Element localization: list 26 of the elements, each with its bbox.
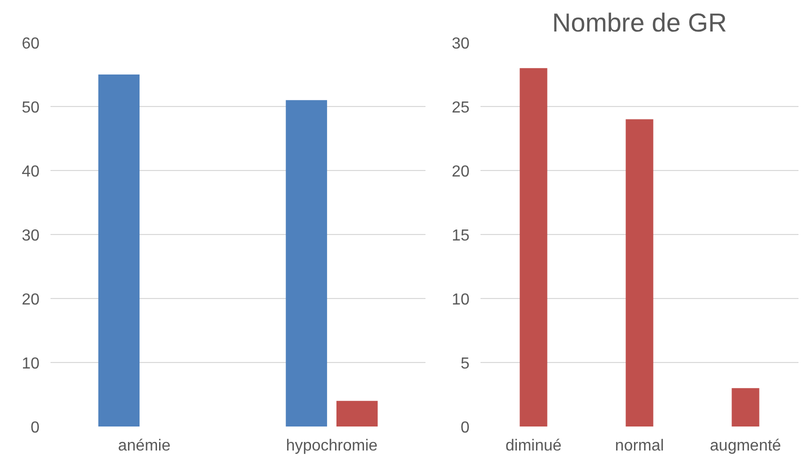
y-tick-label: 0 [30, 420, 40, 436]
y-tick-label: 15 [452, 228, 470, 244]
y-tick-label: 10 [452, 292, 470, 308]
x-tick-label: anémie [118, 438, 171, 454]
x-tick-label: normal [615, 438, 664, 454]
y-tick-label: 60 [22, 36, 40, 52]
bar [520, 68, 548, 426]
x-tick-label: hypochromie [286, 438, 378, 454]
y-tick-label: 20 [22, 292, 40, 308]
bar [98, 74, 140, 426]
y-tick-label: 50 [22, 100, 40, 116]
x-tick-label: diminué [505, 438, 562, 454]
y-tick-label: 5 [460, 356, 470, 372]
y-tick-label: 20 [452, 164, 470, 180]
y-tick-label: 10 [22, 356, 40, 372]
x-tick-label: augmenté [710, 438, 782, 454]
y-tick-label: 25 [452, 100, 470, 116]
bar [286, 100, 328, 426]
bar [732, 388, 760, 426]
bar [626, 119, 654, 426]
chart-title: Nombre de GR [552, 8, 727, 38]
y-tick-label: 30 [22, 228, 40, 244]
y-tick-label: 0 [460, 420, 470, 436]
y-tick-label: 30 [452, 36, 470, 52]
bar [336, 400, 378, 426]
y-tick-label: 40 [22, 164, 40, 180]
